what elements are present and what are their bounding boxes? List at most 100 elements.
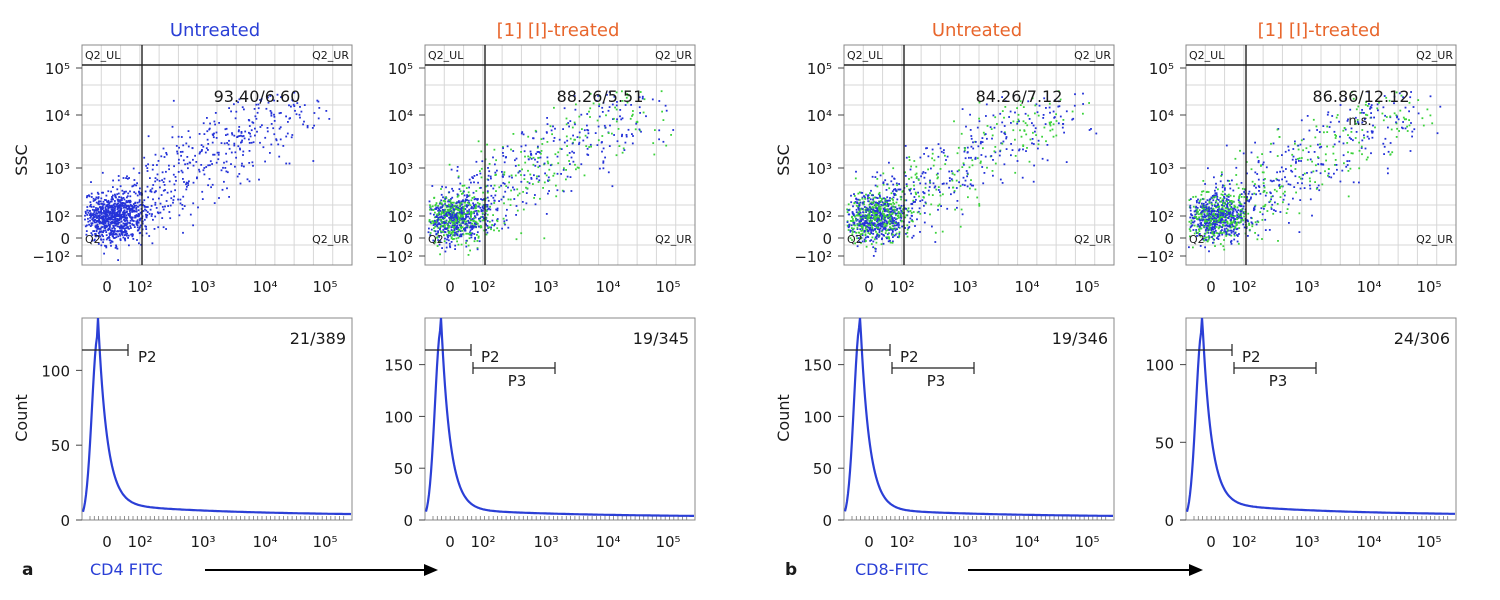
data-point <box>468 237 471 240</box>
data-point <box>1290 169 1292 172</box>
data-point <box>863 203 865 206</box>
data-point <box>485 233 488 236</box>
data-point <box>179 151 182 153</box>
data-point <box>503 222 506 225</box>
data-point <box>257 103 260 106</box>
data-point <box>89 201 92 204</box>
data-point <box>1240 196 1243 198</box>
data-point <box>138 200 141 203</box>
data-point <box>486 190 489 193</box>
data-point <box>99 208 102 210</box>
data-point <box>1205 204 1208 206</box>
data-point <box>915 165 918 168</box>
data-point <box>445 241 448 244</box>
data-point <box>172 201 174 204</box>
data-point <box>102 222 104 224</box>
data-point <box>910 187 912 190</box>
data-point <box>466 212 469 214</box>
data-point <box>538 165 541 167</box>
data-point <box>966 146 969 149</box>
data-point <box>1032 124 1035 127</box>
data-point <box>1315 188 1318 190</box>
data-point <box>880 225 883 228</box>
data-point <box>122 211 124 214</box>
data-point <box>607 132 610 134</box>
data-point <box>1327 168 1330 170</box>
data-point <box>159 186 161 189</box>
data-point <box>1234 226 1237 229</box>
data-point <box>658 100 661 102</box>
data-point <box>1204 238 1207 241</box>
data-point <box>486 205 489 208</box>
y-tick-label: 10⁴ <box>807 107 832 125</box>
data-point <box>880 200 882 202</box>
data-point <box>111 212 114 215</box>
data-point <box>537 145 539 148</box>
data-point <box>1256 238 1259 241</box>
data-point <box>1364 147 1367 150</box>
data-point <box>279 126 282 129</box>
data-point <box>890 232 893 235</box>
data-point <box>100 217 102 219</box>
data-point <box>123 212 126 215</box>
data-point <box>871 211 873 213</box>
data-point <box>458 229 461 231</box>
data-point <box>436 236 438 239</box>
data-point <box>126 195 129 198</box>
data-point <box>523 178 526 180</box>
data-point <box>146 214 149 217</box>
data-point <box>434 208 437 210</box>
data-point <box>598 95 601 97</box>
data-point <box>898 216 900 219</box>
data-point <box>153 228 156 230</box>
data-point <box>868 200 871 203</box>
data-point <box>1251 225 1254 228</box>
data-point <box>848 223 851 226</box>
data-point <box>227 143 230 146</box>
data-point <box>1346 160 1349 162</box>
data-point <box>1422 124 1425 127</box>
data-point <box>1242 211 1245 213</box>
data-point <box>597 139 600 142</box>
data-point <box>889 197 891 199</box>
data-point <box>1397 118 1400 121</box>
data-point <box>494 194 497 197</box>
data-point <box>123 202 125 204</box>
data-point <box>875 218 878 220</box>
data-point <box>590 145 592 148</box>
data-point <box>444 224 446 227</box>
data-point <box>207 149 209 151</box>
data-point <box>236 136 238 138</box>
data-point <box>1230 242 1233 245</box>
data-point <box>876 207 879 210</box>
data-point <box>875 196 878 199</box>
data-point <box>437 204 440 207</box>
data-point <box>1316 129 1318 131</box>
data-point <box>440 188 442 190</box>
data-point <box>920 175 922 178</box>
data-point <box>892 167 895 170</box>
data-point <box>118 210 121 213</box>
data-point <box>1350 127 1353 130</box>
data-point <box>93 211 96 213</box>
data-point <box>173 183 176 186</box>
data-point <box>141 222 144 225</box>
data-point <box>495 159 497 162</box>
data-point <box>522 133 525 136</box>
data-point <box>445 206 448 209</box>
data-point <box>1028 118 1031 120</box>
data-point <box>132 238 135 240</box>
data-point <box>478 205 480 208</box>
data-point <box>98 218 100 221</box>
data-point <box>123 238 126 240</box>
data-point <box>1219 180 1222 183</box>
data-point <box>1346 120 1349 122</box>
data-point <box>123 198 126 201</box>
data-point <box>1195 213 1198 215</box>
data-point <box>328 118 331 120</box>
data-point <box>138 193 141 196</box>
data-point <box>546 160 549 163</box>
data-point <box>1003 125 1006 127</box>
data-point <box>901 190 904 193</box>
data-point <box>178 146 180 149</box>
